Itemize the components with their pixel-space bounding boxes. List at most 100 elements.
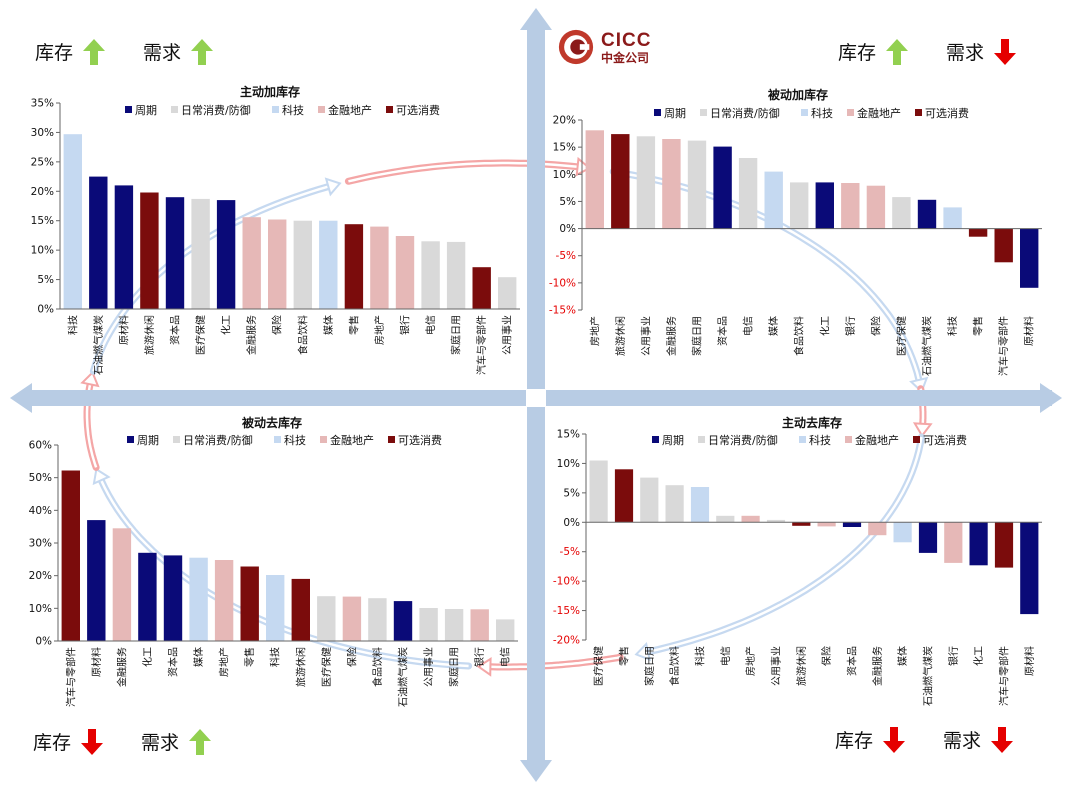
y-tick-label: 40% — [29, 505, 52, 517]
horizontal-axis-arrow-left — [10, 383, 32, 413]
bar-公用事业 — [636, 136, 656, 229]
chart-legend: 周期 日常消费/防御 科技 金融地产 可选消费 — [125, 103, 440, 117]
bar-食品饮料 — [665, 485, 684, 523]
x-tick-label: 金融服务 — [245, 315, 258, 355]
x-tick-label: 媒体 — [897, 646, 909, 666]
bar-食品饮料 — [293, 220, 312, 309]
bar-资本品 — [165, 197, 185, 309]
bar-保险 — [268, 219, 287, 309]
legend-label: 周期 — [137, 434, 159, 447]
vertical-axis-arrow-top — [520, 8, 552, 30]
x-tick-label: 金融服务 — [115, 647, 128, 687]
x-tick-label: 房地产 — [744, 646, 757, 676]
bar-金融服务 — [662, 139, 681, 229]
x-tick-label: 汽车与零部件 — [997, 316, 1010, 376]
bar-石油燃气煤炭 — [393, 601, 413, 641]
cycle-arrow-to-active-reduce-head — [912, 422, 933, 438]
x-tick-label: 医疗保健 — [895, 316, 908, 356]
bar-电信 — [496, 619, 515, 641]
cycle-arrow-to-passive-reduce — [476, 653, 624, 677]
inventory-down-arrow-icon — [81, 728, 104, 755]
y-tick-label: 30% — [31, 127, 54, 139]
legend-label: 科技 — [811, 106, 833, 120]
legend-swatch — [171, 106, 178, 113]
cycle-arrow-active-reduce-down — [634, 433, 925, 662]
x-tick-label: 医疗保健 — [194, 315, 207, 355]
bar-原材料 — [1020, 522, 1039, 615]
cycle-arrow-to-passive-add-head — [575, 156, 592, 177]
x-tick-label: 原材料 — [117, 315, 130, 345]
bar-原材料 — [114, 185, 134, 309]
legend-label: 科技 — [809, 433, 831, 447]
bar-化工 — [138, 552, 157, 641]
bar-家庭日用 — [640, 477, 659, 523]
y-tick-label: -5% — [556, 250, 576, 262]
x-tick-label: 零售 — [347, 315, 360, 335]
cycle-arrow-active-reduce-down-outer — [644, 433, 925, 656]
demand-label: 需求 — [143, 42, 182, 64]
demand-down-arrow-icon — [991, 726, 1014, 753]
chart-legend: 周期 日常消费/防御 科技 金融地产 可选消费 — [652, 433, 967, 447]
y-tick-label: 30% — [29, 538, 52, 550]
x-tick-label: 金融服务 — [665, 316, 678, 356]
chart-0: 主动加库存 0% 5% 10% 15% 20% 25% 30% 35% 科技 石油燃气煤炭 原材料 旅游… — [31, 84, 520, 375]
inventory-label: 库存 — [835, 730, 874, 752]
x-tick-label: 公用事业 — [639, 316, 652, 356]
legend-label: 科技 — [284, 433, 306, 447]
chart-2: 被动去库存 0% 10% 20% 30% 40% 50% 60% 汽车与零部件 原材料 金融服务 化工… — [29, 415, 518, 707]
legend-label: 日常消费/防御 — [710, 106, 780, 120]
bar-石油燃气煤炭 — [917, 199, 937, 229]
bar-保险 — [342, 596, 362, 641]
legend-swatch — [173, 436, 180, 443]
demand-label: 需求 — [946, 42, 985, 64]
x-tick-label: 电信 — [742, 316, 755, 336]
legend-label: 金融地产 — [857, 106, 901, 120]
y-tick-label: 10% — [31, 245, 54, 257]
x-tick-label: 科技 — [66, 315, 79, 335]
x-tick-label: 石油燃气煤炭 — [92, 315, 105, 375]
legend-label: 金融地产 — [330, 433, 374, 447]
x-tick-label: 旅游休闲 — [795, 646, 808, 686]
legend-swatch — [127, 436, 134, 443]
quadrant-axes — [10, 8, 1062, 782]
x-tick-label: 保险 — [345, 647, 358, 667]
bar-汽车与零部件 — [472, 267, 491, 309]
y-tick-label: 5% — [559, 196, 576, 208]
logo-text-en: CICC — [601, 29, 652, 51]
x-tick-label: 石油燃气煤炭 — [397, 647, 410, 707]
bar-公用事业 — [498, 277, 517, 309]
y-tick-label: 20% — [553, 115, 576, 127]
y-tick-label: -15% — [549, 305, 576, 317]
bar-金融服务 — [242, 217, 261, 309]
x-tick-label: 资本品 — [167, 647, 180, 677]
bar-零售 — [968, 228, 988, 237]
x-tick-label: 科技 — [694, 646, 707, 666]
bar-医疗保健 — [892, 197, 911, 229]
bar-零售 — [240, 566, 259, 641]
x-tick-label: 电信 — [424, 315, 437, 335]
cycle-arrow-passive-reduce-left-head — [92, 467, 111, 486]
bar-公用事业 — [766, 519, 786, 523]
bar-房地产 — [741, 515, 760, 523]
demand-label: 需求 — [141, 732, 180, 754]
y-tick-label: 10% — [553, 169, 576, 181]
x-tick-label: 化工 — [220, 315, 233, 335]
bar-汽车与零部件 — [61, 470, 80, 641]
y-tick-label: 0% — [563, 517, 580, 529]
x-tick-label: 公用事业 — [422, 647, 435, 687]
legend-label: 周期 — [664, 107, 686, 120]
x-tick-label: 房地产 — [373, 315, 386, 345]
indicator-top-right: 库存 需求 — [838, 38, 1017, 65]
x-tick-label: 食品饮料 — [793, 316, 806, 356]
x-tick-label: 原材料 — [90, 647, 103, 677]
bar-银行 — [470, 609, 489, 641]
x-tick-label: 家庭日用 — [448, 647, 461, 687]
bar-化工 — [216, 200, 236, 309]
legend-label: 日常消费/防御 — [181, 103, 251, 117]
x-tick-label: 汽车与零部件 — [998, 646, 1011, 706]
x-tick-label: 医疗保健 — [592, 646, 605, 686]
cicc-logo: CICC 中金公司 — [557, 28, 651, 66]
bar-保险 — [817, 522, 836, 527]
